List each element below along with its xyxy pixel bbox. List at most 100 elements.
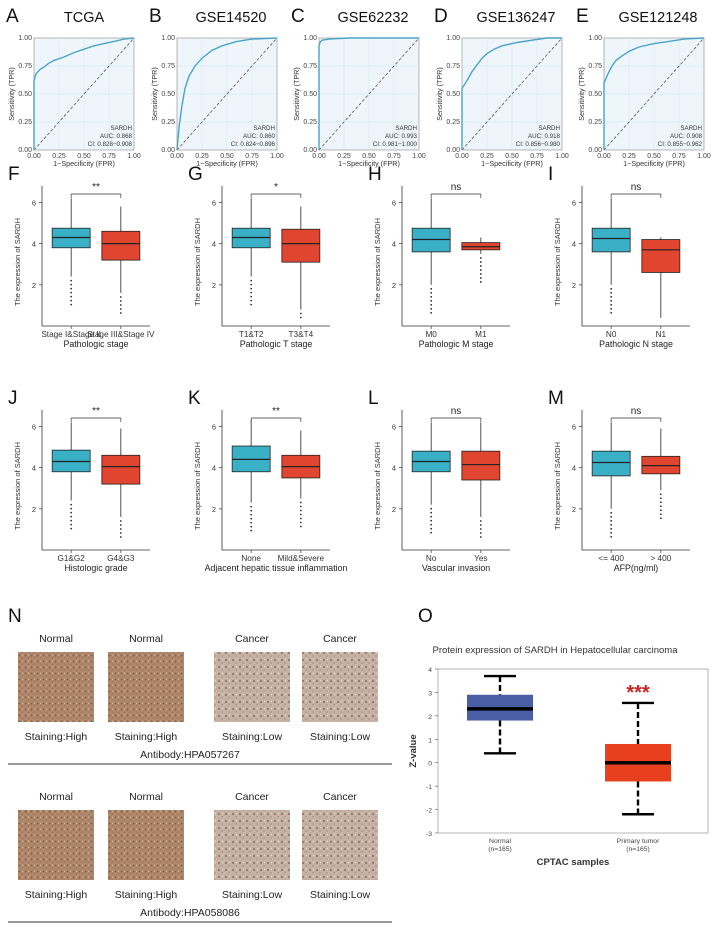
x-axis-label: 1−Specificity (FPR) xyxy=(196,159,258,168)
outlier-point xyxy=(659,513,662,516)
box xyxy=(101,230,141,261)
roc-curve xyxy=(318,37,419,150)
outlier-point xyxy=(299,513,302,516)
x-axis-label: 1−Specificity (FPR) xyxy=(623,159,685,168)
y-tick-label: 3 xyxy=(428,690,432,697)
outlier-point xyxy=(430,299,433,302)
sample-count: (n=165) xyxy=(488,846,512,853)
outlier-point xyxy=(479,273,482,275)
y-tick-label: 6 xyxy=(572,198,576,207)
y-tick-label: 0.50 xyxy=(446,91,460,98)
x-tick-label: T3&T4 xyxy=(289,330,314,339)
outlier-point xyxy=(70,519,73,522)
x-tick-label: M0 xyxy=(425,330,437,339)
boxplot-panel-h: H 2 4 6 The expression of SARDH ns M0 M1Patholo… xyxy=(368,164,510,349)
y-tick-label: 0.50 xyxy=(588,91,602,98)
outlier-point xyxy=(430,307,433,310)
x-tick-label: T1&T2 xyxy=(239,330,264,339)
ihc-column-header: Normal xyxy=(129,791,163,803)
roc-panel-d: D GSE136247 0.000.00 0.25 0.25 0.50 0.50 0.75 0.… xyxy=(434,6,569,168)
significance-label: ** xyxy=(92,406,100,417)
x-tick-label: N0 xyxy=(606,330,617,339)
y-tick-label: 0.75 xyxy=(18,63,32,70)
roc-curve xyxy=(176,37,278,151)
staining-label: Staining:High xyxy=(115,889,178,901)
outlier-point xyxy=(299,501,302,504)
outlier-point xyxy=(610,295,613,298)
staining-label: Staining:High xyxy=(25,731,88,743)
outlier-point xyxy=(70,527,73,530)
outlier-point xyxy=(610,535,613,538)
x-tick-label: 0.00 xyxy=(597,153,611,160)
reference-diagonal xyxy=(33,37,135,151)
legend-line: AUC: 0.868 xyxy=(100,133,133,140)
roc-panel-a: A TCGA 0.000.00 0.25 0.25 0.50 0.50 0.75 0.75 1.0… xyxy=(6,6,141,168)
x-tick-label: Mild&Severe xyxy=(278,554,325,563)
outlier-point xyxy=(610,511,613,514)
y-axis-label: The expression of SARDH xyxy=(373,218,382,306)
staining-label: Staining:Low xyxy=(310,731,371,743)
significance-label: ** xyxy=(92,182,100,193)
ihc-image xyxy=(302,652,378,722)
ihc-column-header: Cancer xyxy=(235,791,269,803)
y-tick-label: 4 xyxy=(32,240,36,249)
outlier-point xyxy=(250,279,253,282)
y-tick-label: -2 xyxy=(426,808,432,815)
roc-panel-e: E GSE121248 0.000.00 0.25 0.25 0.50 0.50 0.75 0.… xyxy=(576,6,711,168)
panel-label: B xyxy=(149,6,162,27)
outlier-point xyxy=(430,303,433,306)
x-tick-label: 0.75 xyxy=(102,153,116,160)
outlier-point xyxy=(430,507,433,510)
y-tick-label: 4 xyxy=(212,464,216,473)
y-tick-label: 6 xyxy=(392,198,396,207)
outlier-point xyxy=(479,269,482,271)
y-tick-label: 0.50 xyxy=(303,91,317,98)
x-tick-label: 1.00 xyxy=(697,153,711,160)
box xyxy=(591,227,631,253)
x-tick-label: 0.75 xyxy=(530,153,544,160)
x-tick-label: 0.00 xyxy=(312,153,326,160)
outlier-point xyxy=(70,507,73,510)
y-tick-label: -3 xyxy=(426,831,432,838)
staining-label: Staining:Low xyxy=(310,889,371,901)
panel-label: L xyxy=(368,388,379,409)
x-tick-label: <= 400 xyxy=(598,554,624,563)
panel-label: F xyxy=(8,164,20,185)
outlier-point xyxy=(610,307,613,310)
y-tick-label: 1 xyxy=(428,737,432,744)
y-tick-label: 2 xyxy=(572,281,576,290)
y-tick-label: 0.00 xyxy=(446,147,460,154)
y-axis-label: The expression of SARDH xyxy=(193,218,202,306)
outlier-point xyxy=(70,279,73,282)
x-tick-label: 0.50 xyxy=(362,153,376,160)
x-tick-label: 0.25 xyxy=(480,153,494,160)
outlier-point xyxy=(610,515,613,518)
reference-diagonal xyxy=(603,37,705,151)
ihc-image xyxy=(214,652,290,722)
cptac-boxplot-panel: O Protein expression of SARDH in Hepatoce… xyxy=(408,606,709,868)
outlier-point xyxy=(659,517,662,520)
legend-line: SARDH xyxy=(538,125,560,132)
outlier-point xyxy=(250,529,253,532)
box xyxy=(641,239,681,273)
outlier-point xyxy=(70,523,73,526)
outlier-point xyxy=(430,311,433,314)
panel-label: K xyxy=(188,388,201,409)
outlier-point xyxy=(610,299,613,302)
x-tick-label: 0.00 xyxy=(27,153,41,160)
outlier-point xyxy=(250,295,253,298)
outlier-point xyxy=(299,525,302,528)
outlier-point xyxy=(659,497,662,500)
roc-row: A TCGA0.000.000.250.250.500.500.750.751.0… xyxy=(6,6,711,168)
y-tick-label: 4 xyxy=(392,464,396,473)
y-axis-label: Sensitivity (TPR) xyxy=(292,67,301,121)
ihc-image xyxy=(302,810,378,880)
ihc-image xyxy=(18,810,94,880)
outlier-point xyxy=(610,523,613,526)
y-tick-label: 6 xyxy=(212,422,216,431)
antibody-label: Antibody:HPA057267 xyxy=(140,749,240,761)
y-axis-label: Sensitivity (TPR) xyxy=(150,67,159,121)
y-tick-label: 1.00 xyxy=(161,35,175,42)
x-tick-label: M1 xyxy=(475,330,487,339)
x-tick-label: 0.50 xyxy=(647,153,661,160)
